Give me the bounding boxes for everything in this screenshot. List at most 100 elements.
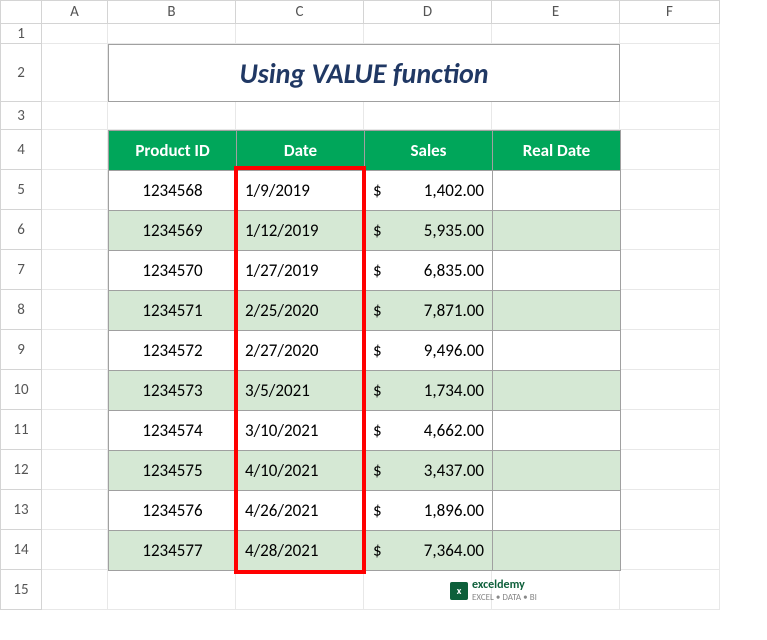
cell-product-id[interactable]: 1234570 (109, 251, 237, 291)
cell-real-date[interactable] (493, 451, 621, 491)
cell-date[interactable]: 1/9/2019 (237, 171, 365, 211)
header-sales[interactable]: Sales (365, 131, 493, 171)
cell[interactable] (364, 102, 492, 130)
row-header-6[interactable]: 6 (0, 210, 42, 250)
cell[interactable] (42, 130, 108, 170)
cell[interactable] (42, 370, 108, 410)
cell[interactable] (42, 530, 108, 570)
cell-date[interactable]: 4/26/2021 (237, 491, 365, 531)
cell-sales[interactable]: $9,496.00 (365, 331, 493, 371)
row-header-8[interactable]: 8 (0, 290, 42, 330)
cell[interactable] (620, 570, 720, 610)
cell[interactable] (620, 290, 720, 330)
cell-product-id[interactable]: 1234576 (109, 491, 237, 531)
col-header-b[interactable]: B (108, 0, 236, 24)
header-real-date[interactable]: Real Date (493, 131, 621, 171)
cell-sales[interactable]: $5,935.00 (365, 211, 493, 251)
cell[interactable] (620, 130, 720, 170)
cell-date[interactable]: 3/5/2021 (237, 371, 365, 411)
cell[interactable] (620, 370, 720, 410)
cell[interactable] (108, 102, 236, 130)
header-product-id[interactable]: Product ID (109, 131, 237, 171)
col-header-d[interactable]: D (364, 0, 492, 24)
cell-real-date[interactable] (493, 211, 621, 251)
cell-date[interactable]: 1/12/2019 (237, 211, 365, 251)
cell-sales[interactable]: $4,662.00 (365, 411, 493, 451)
cell-sales[interactable]: $1,734.00 (365, 371, 493, 411)
cell-real-date[interactable] (493, 331, 621, 371)
cell[interactable] (108, 570, 236, 610)
cell-real-date[interactable] (493, 291, 621, 331)
cell-date[interactable]: 2/27/2020 (237, 331, 365, 371)
cell-date[interactable]: 2/25/2020 (237, 291, 365, 331)
cell[interactable] (108, 24, 236, 44)
cell-sales[interactable]: $6,835.00 (365, 251, 493, 291)
cell[interactable] (364, 24, 492, 44)
row-header-1[interactable]: 1 (0, 24, 42, 44)
cell-sales[interactable]: $7,364.00 (365, 531, 493, 571)
row-header-13[interactable]: 13 (0, 490, 42, 530)
cell-product-id[interactable]: 1234572 (109, 331, 237, 371)
header-date[interactable]: Date (237, 131, 365, 171)
cell-product-id[interactable]: 1234568 (109, 171, 237, 211)
cell[interactable] (42, 170, 108, 210)
row-header-9[interactable]: 9 (0, 330, 42, 370)
select-all-corner[interactable] (0, 0, 42, 24)
cell[interactable] (620, 210, 720, 250)
cell-product-id[interactable]: 1234571 (109, 291, 237, 331)
cell[interactable] (42, 570, 108, 610)
cell-date[interactable]: 3/10/2021 (237, 411, 365, 451)
col-header-a[interactable]: A (42, 0, 108, 24)
cell-sales[interactable]: $3,437.00 (365, 451, 493, 491)
cell[interactable] (42, 250, 108, 290)
cell[interactable] (620, 530, 720, 570)
cell[interactable] (620, 330, 720, 370)
row-header-7[interactable]: 7 (0, 250, 42, 290)
cell-product-id[interactable]: 1234575 (109, 451, 237, 491)
cell[interactable] (42, 410, 108, 450)
cell-date[interactable]: 1/27/2019 (237, 251, 365, 291)
cell[interactable] (42, 210, 108, 250)
cell[interactable] (236, 102, 364, 130)
cell-real-date[interactable] (493, 491, 621, 531)
cell-date[interactable]: 4/28/2021 (237, 531, 365, 571)
cell[interactable] (42, 450, 108, 490)
cell[interactable] (620, 170, 720, 210)
cell-product-id[interactable]: 1234577 (109, 531, 237, 571)
cell[interactable] (620, 450, 720, 490)
cell-date[interactable]: 4/10/2021 (237, 451, 365, 491)
cell[interactable] (236, 570, 364, 610)
row-header-5[interactable]: 5 (0, 170, 42, 210)
page-title[interactable]: Using VALUE function (108, 44, 620, 102)
cell[interactable] (42, 102, 108, 130)
row-header-11[interactable]: 11 (0, 410, 42, 450)
cell[interactable] (42, 330, 108, 370)
cell[interactable] (620, 490, 720, 530)
cell[interactable] (620, 410, 720, 450)
row-header-15[interactable]: 15 (0, 570, 42, 610)
cell-sales[interactable]: $1,402.00 (365, 171, 493, 211)
row-header-12[interactable]: 12 (0, 450, 42, 490)
col-header-f[interactable]: F (620, 0, 720, 24)
cell[interactable] (42, 490, 108, 530)
cell[interactable] (42, 290, 108, 330)
cell-real-date[interactable] (493, 171, 621, 211)
row-header-14[interactable]: 14 (0, 530, 42, 570)
cell-product-id[interactable]: 1234574 (109, 411, 237, 451)
col-header-e[interactable]: E (492, 0, 620, 24)
cell[interactable] (492, 102, 620, 130)
cell-product-id[interactable]: 1234569 (109, 211, 237, 251)
row-header-2[interactable]: 2 (0, 44, 42, 102)
cell[interactable] (42, 24, 108, 44)
cell-sales[interactable]: $1,896.00 (365, 491, 493, 531)
cell[interactable] (236, 24, 364, 44)
row-header-10[interactable]: 10 (0, 370, 42, 410)
cell[interactable] (42, 44, 108, 102)
cell[interactable] (620, 44, 720, 102)
cell-real-date[interactable] (493, 251, 621, 291)
cell[interactable] (620, 102, 720, 130)
cell[interactable] (620, 250, 720, 290)
col-header-c[interactable]: C (236, 0, 364, 24)
cell[interactable] (492, 24, 620, 44)
cell-real-date[interactable] (493, 531, 621, 571)
